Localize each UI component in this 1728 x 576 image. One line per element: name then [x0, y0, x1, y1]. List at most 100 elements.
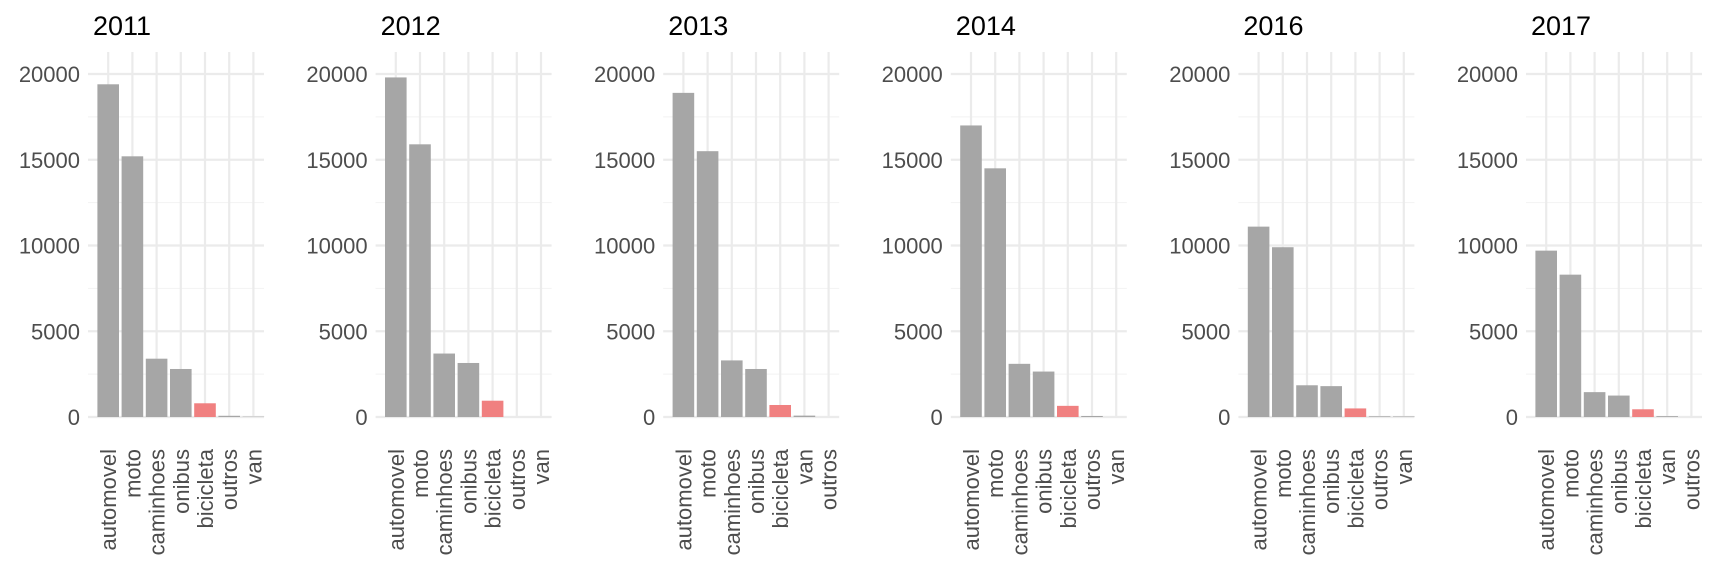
bar-outros [218, 415, 240, 417]
bar-automovel [672, 92, 695, 418]
y-tick-label: 20000 [594, 62, 655, 87]
bar-bicicleta [769, 404, 791, 417]
bar-onibus [170, 368, 192, 417]
y-tick-label: 15000 [882, 148, 943, 173]
bar-caminhoes [433, 353, 455, 417]
bar-automovel [1247, 226, 1270, 417]
bar-automovel [97, 84, 119, 417]
panel-title: 2011 [93, 11, 151, 41]
bar-automovel [1535, 250, 1557, 417]
y-tick-label: 10000 [1169, 234, 1230, 259]
x-category-label: outros [1679, 449, 1704, 510]
x-category-label: moto [983, 449, 1008, 498]
bar-moto [984, 168, 1006, 417]
y-tick-label: 20000 [882, 62, 943, 87]
bar-caminhoes [1008, 363, 1031, 417]
x-category-label: onibus [744, 449, 769, 514]
y-tick-label: 5000 [319, 319, 368, 344]
x-category-label: outros [1080, 449, 1105, 510]
bar-moto [1559, 274, 1582, 417]
bar-caminhoes [1583, 392, 1606, 417]
bar-onibus [745, 368, 767, 417]
x-category-label: outros [505, 449, 530, 510]
x-category-label: outros [1368, 449, 1393, 510]
y-tick-label: 5000 [606, 319, 655, 344]
x-category-label: automovel [1247, 449, 1272, 551]
bar-automovel [960, 125, 982, 417]
x-category-label: onibus [169, 449, 194, 514]
x-category-label: bicicleta [768, 448, 793, 528]
y-tick-label: 15000 [19, 148, 80, 173]
x-category-label: caminhoes [432, 449, 457, 555]
x-category-label: van [529, 449, 554, 484]
panel-title: 2012 [381, 11, 441, 41]
y-tick-label: 10000 [19, 234, 80, 259]
y-tick-label: 0 [1218, 405, 1230, 430]
y-tick-label: 15000 [1457, 148, 1518, 173]
y-tick-label: 10000 [882, 234, 943, 259]
x-category-label: caminhoes [145, 449, 170, 555]
y-tick-label: 5000 [31, 319, 80, 344]
x-category-label: moto [696, 449, 721, 498]
y-tick-label: 15000 [594, 148, 655, 173]
x-category-label: automovel [671, 449, 696, 551]
bar-moto [121, 156, 144, 417]
y-tick-label: 0 [1506, 405, 1518, 430]
x-category-label: van [241, 449, 266, 484]
x-category-label: bicicleta [1056, 448, 1081, 528]
x-category-label: automovel [96, 449, 121, 551]
bar-moto [1272, 247, 1294, 417]
bar-automovel [385, 77, 407, 418]
bar-caminhoes [145, 358, 168, 417]
x-category-label: moto [408, 449, 433, 498]
x-category-label: caminhoes [1295, 449, 1320, 555]
facet-panel-2013: 2013 0 5000 10000 15000 20000 automovel moto cam… [594, 11, 842, 555]
x-category-label: onibus [1032, 449, 1057, 514]
x-category-label: automovel [384, 449, 409, 551]
y-tick-label: 20000 [19, 62, 80, 87]
x-category-label: outros [217, 449, 242, 510]
bar-van [1656, 416, 1678, 417]
bar-onibus [457, 362, 480, 417]
bar-bicicleta [194, 403, 216, 417]
facet-panel-2016: 2016 0 5000 10000 15000 20000 automovel moto cam… [1169, 11, 1417, 555]
bar-bicicleta [1632, 409, 1654, 417]
x-category-label: moto [1558, 449, 1583, 498]
y-tick-label: 0 [355, 405, 367, 430]
x-category-label: onibus [1319, 449, 1344, 514]
bar-bicicleta [481, 400, 504, 417]
x-category-label: van [1655, 449, 1680, 484]
y-tick-label: 10000 [594, 234, 655, 259]
bar-moto [696, 151, 719, 418]
y-tick-label: 0 [643, 405, 655, 430]
y-tick-label: 15000 [306, 148, 367, 173]
y-tick-label: 15000 [1169, 148, 1230, 173]
bar-van [1393, 416, 1415, 417]
bar-onibus [1320, 386, 1342, 417]
bar-outros [1081, 415, 1103, 417]
bar-outros [1368, 416, 1391, 417]
x-category-label: caminhoes [1583, 449, 1608, 555]
x-category-label: van [1104, 449, 1129, 484]
x-category-label: bicicleta [481, 448, 506, 528]
y-tick-label: 10000 [306, 234, 367, 259]
x-category-label: van [1392, 449, 1417, 484]
bar-moto [409, 144, 431, 417]
facet-panel-2014: 2014 0 5000 10000 15000 20000 automovel moto cam… [882, 11, 1130, 555]
panel-title: 2014 [956, 11, 1016, 41]
x-category-label: bicicleta [193, 448, 218, 528]
y-tick-label: 10000 [1457, 234, 1518, 259]
panel-title: 2017 [1531, 11, 1591, 41]
bar-caminhoes [721, 360, 743, 417]
bar-bicicleta [1344, 408, 1367, 417]
x-category-label: bicicleta [1343, 448, 1368, 528]
x-category-label: moto [1271, 449, 1296, 498]
bar-van [793, 415, 816, 417]
x-category-label: outros [817, 449, 842, 510]
y-tick-label: 20000 [1457, 62, 1518, 87]
bar-onibus [1032, 371, 1055, 417]
panel-title: 2013 [668, 11, 728, 41]
bar-onibus [1608, 395, 1630, 417]
y-tick-label: 20000 [306, 62, 367, 87]
